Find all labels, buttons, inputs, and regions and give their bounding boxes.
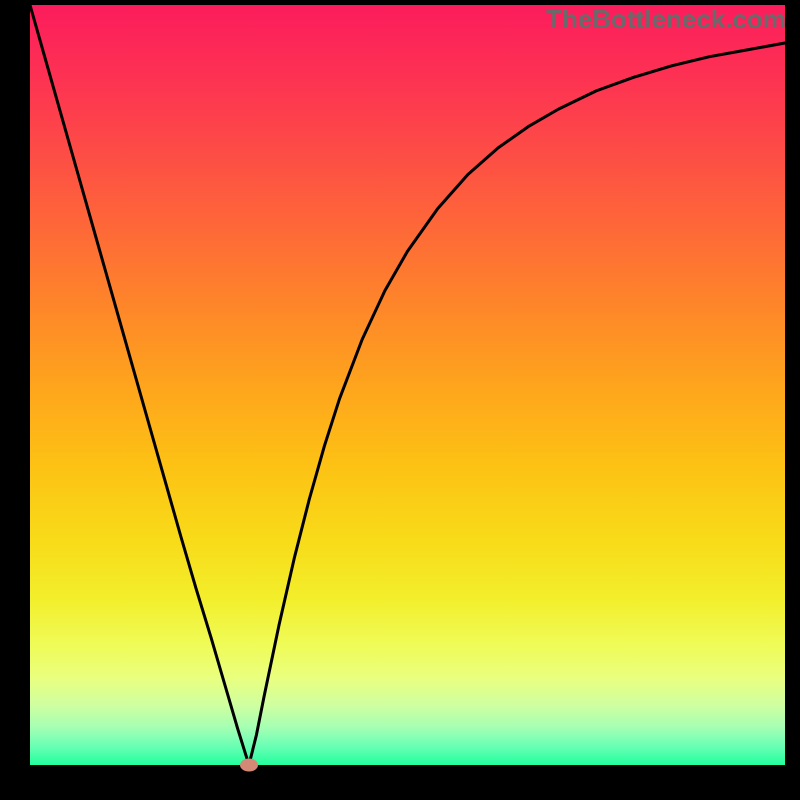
plot-area: [30, 5, 785, 765]
bottleneck-curve: [30, 5, 785, 765]
curve-layer: [30, 5, 785, 765]
chart-container: TheBottleneck.com: [0, 0, 800, 800]
minimum-marker: [240, 759, 258, 772]
